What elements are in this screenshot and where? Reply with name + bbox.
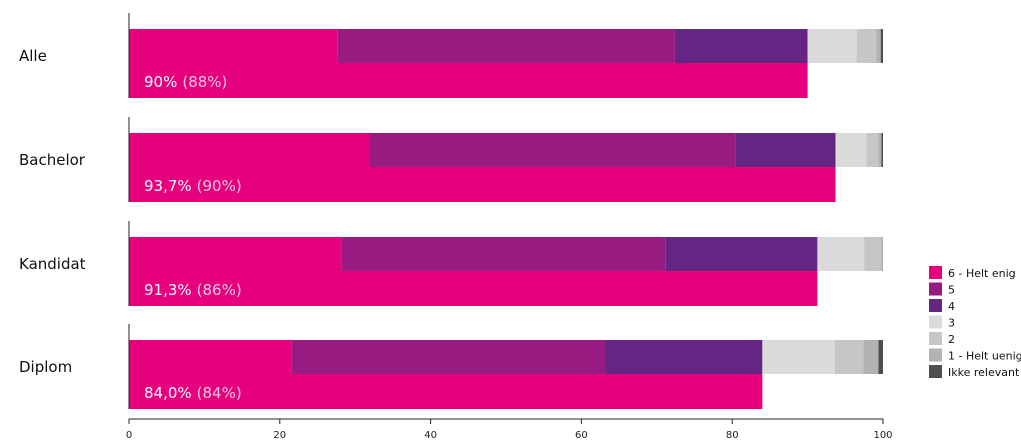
bar-segment-6-helt-enig	[129, 237, 342, 271]
category-label: Bachelor	[19, 151, 86, 169]
bar-segment-6-helt-enig	[129, 133, 370, 167]
x-tick-label: 80	[726, 430, 739, 441]
bar-segment-4	[605, 340, 763, 374]
row-bachelor: Bachelor 93,7% (90%)	[19, 117, 883, 202]
summary-bar	[129, 374, 763, 409]
bar-segment-4	[665, 237, 818, 271]
legend-item: 2	[929, 332, 955, 346]
legend-label: 4	[948, 300, 955, 313]
x-tick-label: 0	[126, 430, 132, 441]
bar-segment-3	[817, 237, 865, 271]
row-diplom: Diplom 84,0% (84%)	[19, 324, 883, 409]
x-axis: 0 20 40 60 80 100	[126, 418, 893, 441]
bar-segment-5	[341, 237, 666, 271]
legend-swatch	[929, 365, 942, 378]
legend-swatch	[929, 282, 942, 296]
bar-segment-3	[807, 29, 857, 63]
summary-previous-value: (88%)	[182, 73, 227, 91]
legend-label: 3	[948, 317, 955, 330]
summary-value-label: 90% (88%)	[144, 73, 227, 91]
legend-label: 5	[948, 284, 955, 297]
legend-item: 3	[929, 315, 955, 330]
legend-item: 1 - Helt uenig	[929, 348, 1021, 363]
summary-previous-value: (90%)	[197, 177, 242, 195]
summary-current-value: 90%	[144, 73, 177, 91]
x-tick-label: 40	[424, 430, 437, 441]
category-label: Alle	[19, 47, 47, 65]
legend-label: 6 - Helt enig	[948, 267, 1016, 280]
bar-segment-2	[866, 133, 879, 167]
legend-item: 5	[929, 282, 955, 297]
legend-item: Ikke relevant	[929, 365, 1020, 379]
bar-segment-2	[834, 340, 864, 374]
summary-previous-value: (86%)	[197, 281, 242, 299]
legend-label: Ikke relevant	[948, 366, 1020, 379]
bar-segment-5	[337, 29, 675, 63]
chart-rows: Alle 90% (88%) Bachelor 93,7% (90%) Kandidat 91…	[19, 13, 883, 409]
summary-value-label: 84,0% (84%)	[144, 384, 242, 402]
bar-segment-2	[856, 29, 877, 63]
x-tick-label: 100	[873, 430, 892, 441]
legend: 6 - Helt enig 5 4 3 2 1 - Helt uenig Ikke rele…	[929, 266, 1021, 379]
bar-segment-6-helt-enig	[129, 340, 292, 374]
row-alle: Alle 90% (88%)	[19, 13, 883, 98]
bar-segment-4	[735, 133, 836, 167]
bar-segment-5	[291, 340, 606, 374]
bar-segment-4	[674, 29, 808, 63]
legend-swatch	[929, 266, 942, 279]
bar-segment-ikke-relevant	[881, 133, 883, 167]
x-tick-label: 20	[273, 430, 286, 441]
x-tick-label: 60	[575, 430, 588, 441]
summary-current-value: 93,7%	[144, 177, 192, 195]
bar-segment-1-helt-uenig	[881, 237, 883, 271]
summary-current-value: 91,3%	[144, 281, 192, 299]
category-label: Diplom	[19, 358, 72, 376]
bar-segment-ikke-relevant	[880, 29, 883, 63]
legend-item: 6 - Helt enig	[929, 266, 1016, 280]
legend-swatch	[929, 315, 942, 329]
bar-segment-3	[835, 133, 867, 167]
legend-swatch	[929, 299, 942, 312]
bar-segment-6-helt-enig	[129, 29, 338, 63]
summary-bar	[129, 167, 836, 202]
summary-current-value: 84,0%	[144, 384, 192, 402]
summary-value-label: 91,3% (86%)	[144, 281, 242, 299]
bar-segment-1-helt-uenig	[863, 340, 879, 374]
bar-segment-1-helt-uenig	[878, 133, 882, 167]
bar-segment-5	[369, 133, 736, 167]
summary-value-label: 93,7% (90%)	[144, 177, 242, 195]
legend-swatch	[929, 332, 942, 345]
bar-segment-2	[864, 237, 882, 271]
bar-segment-3	[762, 340, 835, 374]
category-label: Kandidat	[19, 255, 86, 273]
legend-swatch	[929, 348, 942, 362]
bar-segment-ikke-relevant	[878, 340, 883, 374]
summary-bar	[129, 271, 818, 306]
legend-label: 1 - Helt uenig	[948, 350, 1021, 363]
row-kandidat: Kandidat 91,3% (86%)	[19, 221, 883, 306]
legend-label: 2	[948, 333, 955, 346]
bar-segment-1-helt-uenig	[876, 29, 881, 63]
summary-bar	[129, 63, 808, 98]
legend-item: 4	[929, 299, 955, 313]
summary-previous-value: (84%)	[197, 384, 242, 402]
